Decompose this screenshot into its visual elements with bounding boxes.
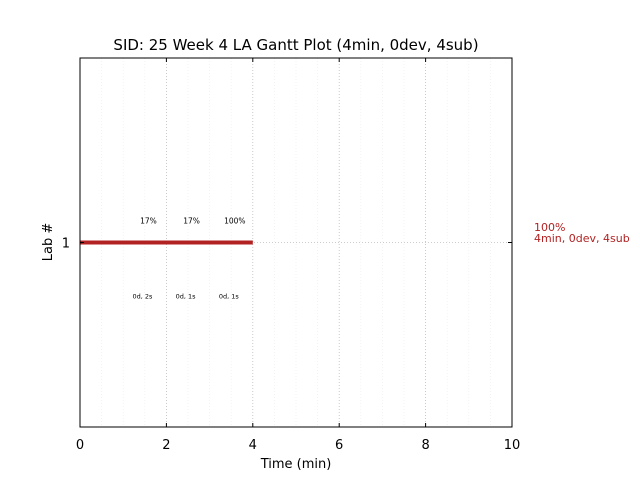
- x-tick-label: 6: [335, 438, 343, 453]
- tick-layer: 0 2 4 6 8 10 1: [62, 58, 521, 453]
- submission-detail-label: 0d, 2s: [132, 293, 153, 301]
- y-axis-label: Lab #: [41, 223, 56, 262]
- x-tick-label: 2: [162, 438, 170, 453]
- submission-detail-label: 0d, 1s: [219, 293, 240, 301]
- chart-title: SID: 25 Week 4 LA Gantt Plot (4min, 0dev…: [113, 36, 478, 54]
- lab-summary-percent: 100%: [534, 221, 565, 234]
- x-tick-label: 4: [249, 438, 257, 453]
- annotation-layer: 17% 0d, 2s 17% 0d, 1s 100% 0d, 1s: [132, 217, 245, 301]
- lab-summary-stats: 4min, 0dev, 4sub: [534, 232, 630, 245]
- x-tick-label: 8: [421, 438, 429, 453]
- submission-percent-label: 100%: [224, 217, 245, 226]
- y-tick-label: 1: [62, 237, 70, 252]
- x-tick-label: 10: [504, 438, 521, 453]
- x-tick-label: 0: [76, 438, 84, 453]
- x-axis-label: Time (min): [260, 457, 332, 472]
- lab-summary: 100% 4min, 0dev, 4sub: [534, 221, 630, 245]
- submission-percent-label: 17%: [140, 217, 157, 226]
- submission-detail-label: 0d, 1s: [176, 293, 197, 301]
- submission-percent-label: 17%: [183, 217, 200, 226]
